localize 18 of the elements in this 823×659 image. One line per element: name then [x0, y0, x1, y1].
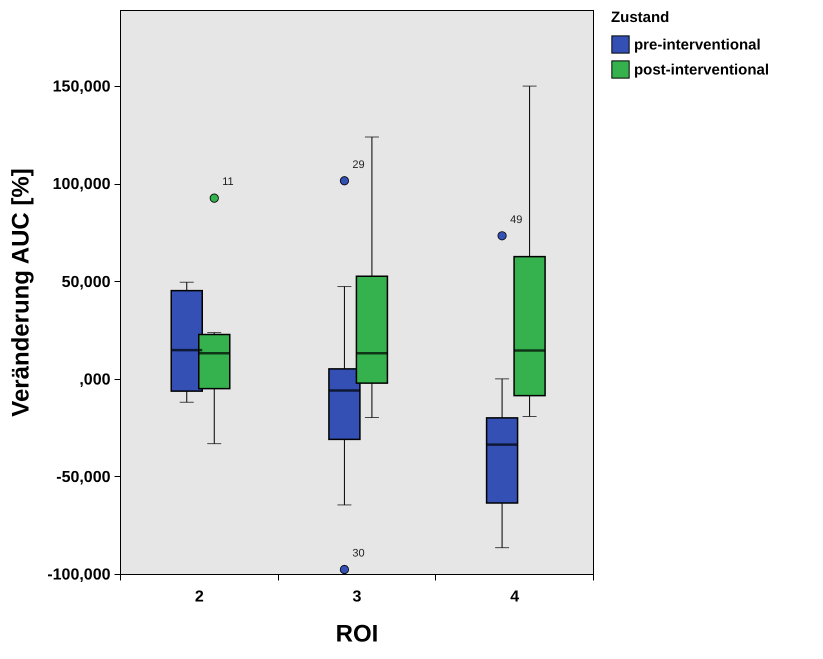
x-tick-label: 3: [352, 588, 362, 606]
y-tick-label: 100,000: [52, 176, 111, 194]
legend-label: post-interventional: [634, 62, 770, 78]
annotation: 11: [222, 176, 234, 188]
legend-label: pre-interventional: [634, 36, 761, 54]
legend-title: Zustand: [611, 9, 670, 26]
y-tick-label: -50,000: [56, 468, 111, 486]
x-axis-title: ROI: [336, 620, 378, 648]
y-axis-title: Veränderung AUC [%]: [7, 168, 34, 417]
annotation: 30: [352, 548, 365, 560]
x-tick-label: 2: [194, 588, 204, 606]
y-tick-label: ,000: [79, 371, 111, 388]
y-tick-label: 50,000: [62, 274, 111, 291]
annotation: 29: [352, 158, 365, 171]
annotation: 49: [510, 214, 522, 226]
y-tick-label: 150,000: [52, 78, 111, 96]
x-tick-label: 4: [510, 588, 520, 606]
y-tick-label: -100,000: [47, 566, 111, 584]
